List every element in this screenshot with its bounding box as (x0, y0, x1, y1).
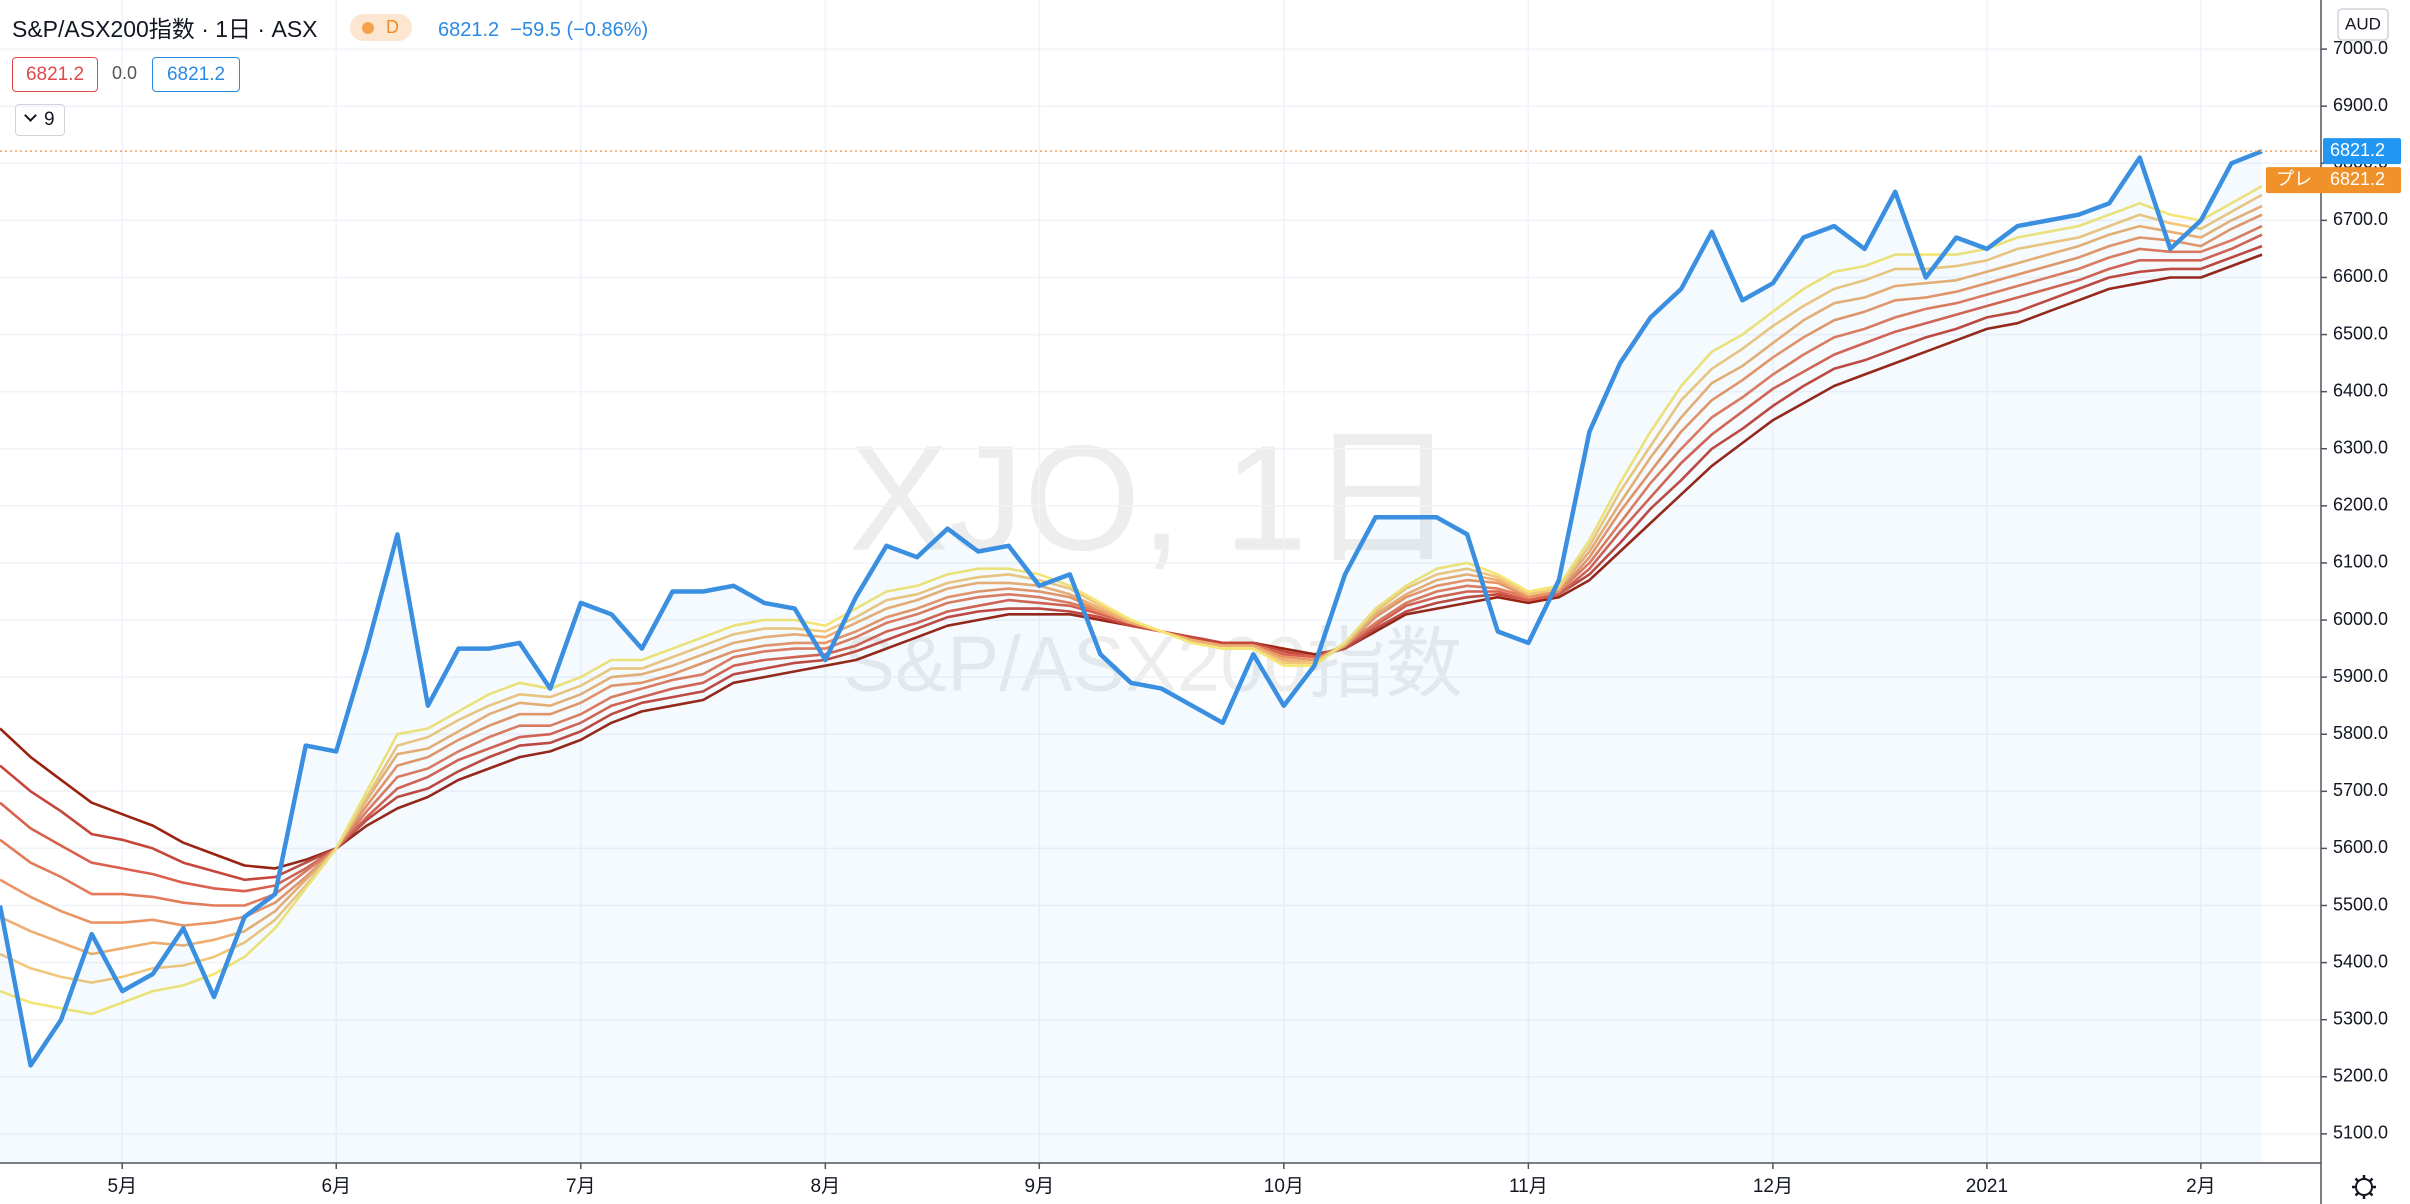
sun-icon (362, 22, 374, 34)
price-area (0, 151, 2262, 1163)
x-tick-label: 10月 (1264, 1176, 1304, 1197)
x-tick-label: 9月 (1025, 1176, 1055, 1197)
x-tick-label: 2021 (1966, 1176, 2008, 1197)
badge-text: D (386, 17, 399, 37)
pre-price-tag (2266, 167, 2401, 194)
x-tick-label: 7月 (566, 1176, 596, 1197)
x-tick-label: 6月 (321, 1176, 351, 1197)
x-tick-label: 12月 (1753, 1176, 1793, 1197)
time-axis-bg (0, 1163, 2321, 1204)
y-tick-label: 6300.0 (2333, 438, 2388, 458)
y-tick-label: 6900.0 (2333, 95, 2388, 115)
ribbon-line (0, 184, 2263, 1016)
indicator-count: 9 (44, 109, 55, 130)
y-tick-label: 6700.0 (2333, 209, 2388, 229)
gear-tooth (2368, 1191, 2374, 1197)
change-value: −59.5 (−0.86%) (510, 19, 649, 41)
symbol-title[interactable]: S&P/ASX200指数 · 1日 · ASX (12, 16, 318, 42)
y-tick-label: 5400.0 (2333, 951, 2388, 971)
y-tick-label: 6500.0 (2333, 323, 2388, 343)
gear-tooth (2354, 1191, 2360, 1197)
pre-price-text: 6821.2 (2330, 169, 2385, 189)
y-tick-label: 5800.0 (2333, 723, 2388, 743)
bid-box[interactable]: 6821.2 (12, 57, 98, 92)
price-axis-bg (2321, 0, 2410, 1204)
y-tick-label: 6400.0 (2333, 380, 2388, 400)
settings-gear[interactable] (2352, 1175, 2376, 1199)
spread: 0.0 (112, 63, 138, 83)
y-tick-label: 6200.0 (2333, 495, 2388, 515)
gear-tooth (2368, 1177, 2374, 1183)
y-tick-label: 5200.0 (2333, 1066, 2388, 1086)
y-tick-label: 5600.0 (2333, 837, 2388, 857)
y-tick-label: 7000.0 (2333, 38, 2388, 58)
chevron (24, 109, 37, 122)
y-tick-label: 5100.0 (2333, 1123, 2388, 1143)
x-tick-label: 5月 (107, 1176, 137, 1197)
last-value: 6821.2 (438, 19, 500, 41)
ribbon-line (0, 244, 2263, 882)
y-tick-label: 5700.0 (2333, 780, 2388, 800)
session-badge[interactable]: D (350, 14, 412, 41)
y-tick-label: 6600.0 (2333, 266, 2388, 286)
ribbon-line (0, 204, 2263, 956)
last-price-text: 6821.2 (2330, 140, 2385, 160)
x-tick-label: 8月 (811, 1176, 841, 1197)
y-tick-label: 6100.0 (2333, 552, 2388, 572)
y-tick-label: 6000.0 (2333, 609, 2388, 629)
currency-label: AUD (2345, 14, 2381, 33)
y-tick-label: 5300.0 (2333, 1008, 2388, 1028)
y-tick-label: 5500.0 (2333, 894, 2388, 914)
x-tick-label: 2月 (2186, 1176, 2216, 1197)
ask-box[interactable]: 6821.2 (152, 57, 240, 92)
pre-label: プレ (2276, 169, 2312, 189)
x-tick-label: 11月 (1509, 1176, 1548, 1197)
price-line (0, 149, 2263, 1068)
y-tick-label: 5900.0 (2333, 666, 2388, 686)
gear-tooth (2354, 1177, 2360, 1183)
last-price-tag (2323, 138, 2401, 165)
price-change: 6821.2 −59.5 (−0.86%) (438, 19, 648, 42)
currency-box (2337, 8, 2389, 41)
indicator-toggle[interactable]: 9 (15, 104, 65, 136)
